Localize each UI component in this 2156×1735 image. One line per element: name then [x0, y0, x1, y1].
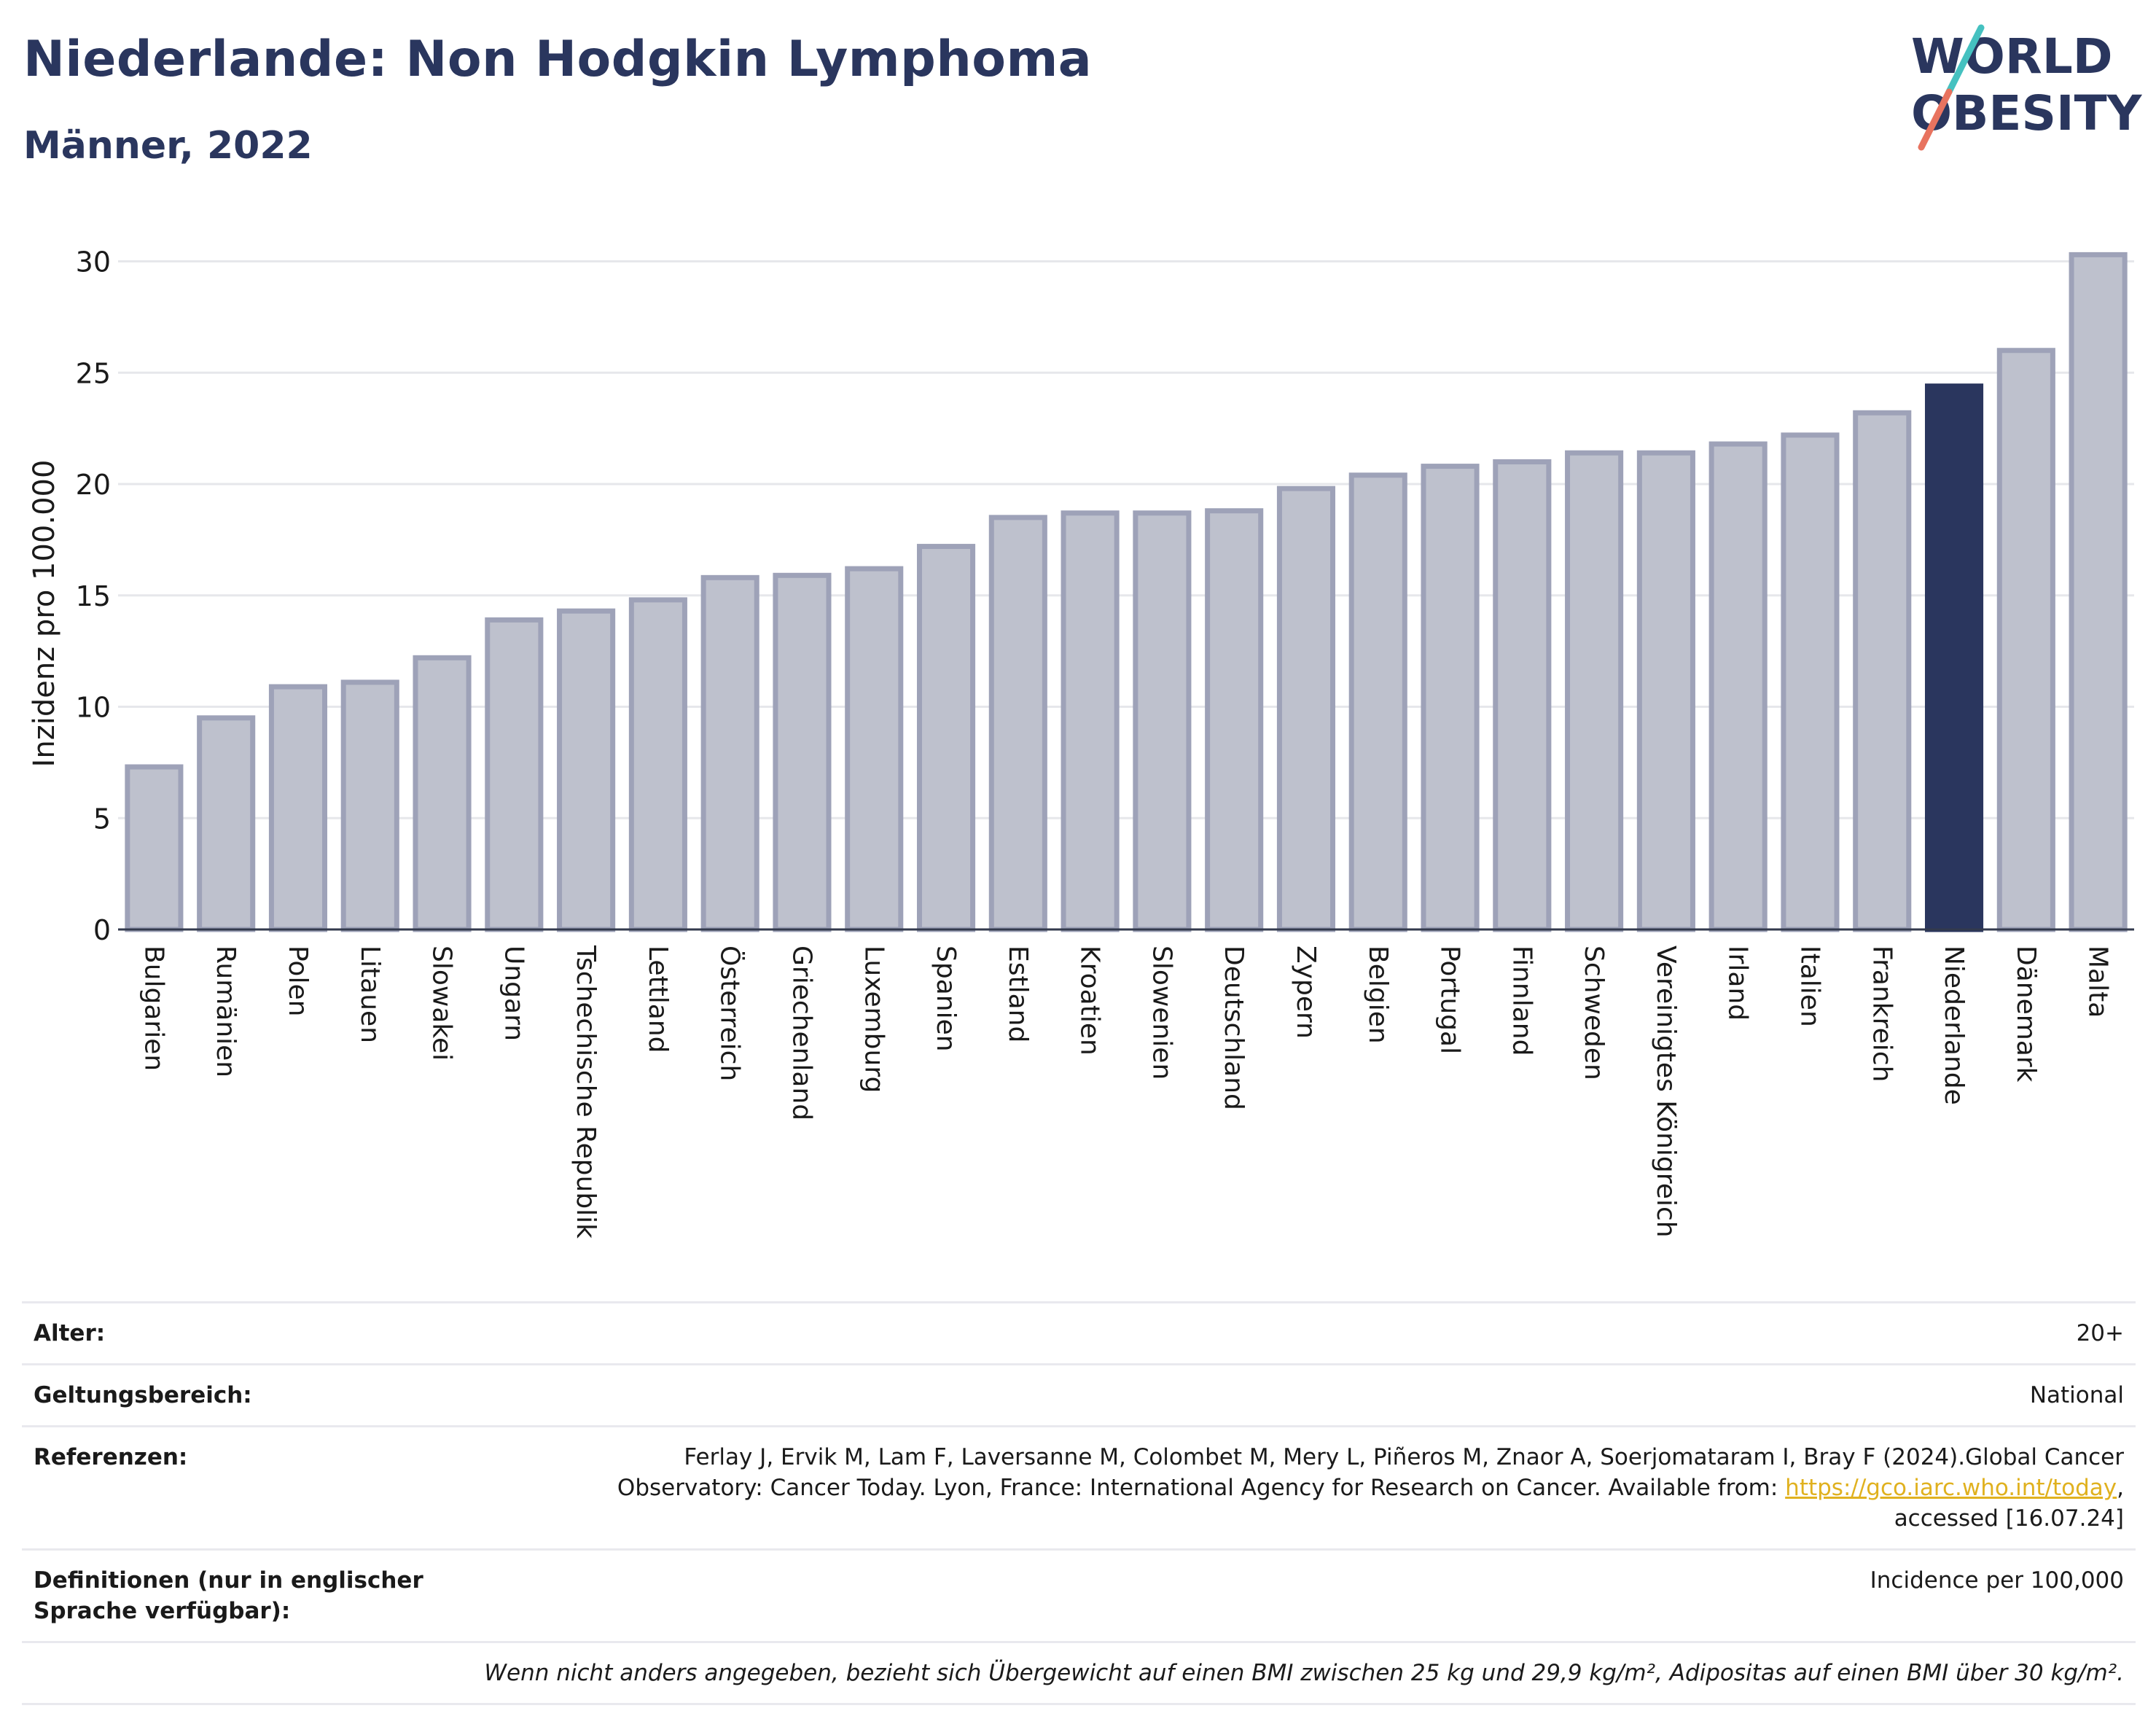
x-tick-label: Kroatien [1075, 946, 1105, 1056]
world-obesity-logo: WORLD OBESITY [1911, 24, 2143, 151]
y-tick-label: 5 [93, 803, 111, 835]
bar-rumänien [197, 715, 256, 932]
y-tick-label: 0 [93, 914, 111, 946]
x-tick-label: Dänemark [2011, 946, 2041, 1083]
references-link[interactable]: https://gco.iarc.who.int/today [1785, 1475, 2117, 1501]
y-tick-label: 15 [76, 580, 111, 612]
bmi-note: Wenn nicht anders angegeben, bezieht sic… [22, 1641, 2136, 1705]
bar-lettland [628, 597, 687, 932]
metadata-table: Alter: 20+ Geltungsbereich: National Ref… [22, 1301, 2136, 1705]
bar-portugal [1421, 464, 1480, 932]
x-tick-label: Portugal [1435, 946, 1465, 1054]
bar-polen [268, 684, 328, 932]
page-subtitle: Männer, 2022 [23, 124, 313, 168]
page-title: Niederlande: Non Hodgkin Lymphoma [23, 31, 1093, 88]
bar-litauen [340, 679, 399, 932]
bar-estland [988, 515, 1047, 932]
references-text: Ferlay J, Ervik M, Lam F, Laversanne M, … [617, 1444, 2124, 1501]
references-value: Ferlay J, Ervik M, Lam F, Laversanne M, … [526, 1425, 2136, 1550]
x-tick-label: Slowakei [427, 946, 457, 1061]
x-tick-label: Niederlande [1939, 946, 1969, 1105]
x-tick-label: Irland [1723, 946, 1753, 1021]
x-tick-label: Griechenland [786, 946, 816, 1120]
bar-spanien [916, 544, 976, 932]
svg-text:WORLD: WORLD [1911, 28, 2113, 85]
y-tick-label: 25 [76, 357, 111, 389]
x-tick-label: Bulgarien [138, 946, 168, 1071]
y-tick-label: 30 [76, 246, 111, 278]
x-tick-label: Italien [1794, 946, 1824, 1027]
definitions-value: Incidence per 100,000 [526, 1548, 2136, 1642]
bar-italien [1781, 432, 1840, 932]
x-tick-label: Rumänien [211, 946, 241, 1077]
x-tick-label: Tschechische Republik [571, 945, 601, 1239]
bar-chart: 0 5 10 15 20 25 30 Bulgarien Rumänien Polen Litau… [28, 246, 2134, 1239]
scope-label: Geltungsbereich: [22, 1363, 526, 1427]
meta-row-scope: Geltungsbereich: National [22, 1363, 2136, 1427]
references-accessed: , accessed [16.07.24] [1894, 1475, 2124, 1532]
meta-row-age: Alter: 20+ [22, 1301, 2136, 1365]
x-tick-label: Slowenien [1147, 946, 1176, 1080]
bar-frankreich [1853, 410, 1912, 932]
x-tick-label: Lettland [643, 946, 673, 1053]
x-tick-label: Vereinigtes Königreich [1651, 946, 1681, 1238]
bar-kroatien [1061, 510, 1120, 932]
bar-belgien [1348, 472, 1407, 932]
x-tick-label: Malta [2083, 946, 2113, 1018]
bar-irland [1708, 441, 1768, 932]
bar-luxemburg [845, 566, 904, 932]
x-tick-label: Deutschland [1219, 946, 1249, 1110]
y-axis-ticks: 0 5 10 15 20 25 30 [76, 246, 111, 946]
bar-niederlande [1924, 383, 1984, 932]
x-tick-label: Ungarn [499, 946, 528, 1041]
bar-finnland [1493, 459, 1552, 932]
x-tick-label: Belgien [1363, 946, 1393, 1044]
scope-value: National [526, 1363, 2136, 1427]
bar-malta [2069, 252, 2128, 932]
age-label: Alter: [22, 1301, 526, 1365]
bar-ungarn [485, 617, 544, 932]
y-tick-label: 10 [76, 692, 111, 724]
x-axis-labels: Bulgarien Rumänien Polen Litauen Slowakei Ung… [138, 945, 2112, 1239]
x-tick-label: Schweden [1579, 946, 1609, 1080]
bar-slowakei [413, 655, 472, 932]
age-value: 20+ [526, 1301, 2136, 1365]
x-tick-label: Polen [283, 946, 313, 1016]
x-tick-label: Frankreich [1867, 946, 1897, 1082]
bar-zypern [1276, 486, 1336, 932]
x-tick-label: Estland [1003, 946, 1033, 1042]
bar-tschechische-republik [557, 608, 616, 932]
bar-bulgarien [125, 764, 184, 932]
x-tick-label: Spanien [931, 946, 961, 1052]
bar-schweden [1565, 450, 1624, 932]
x-tick-label: Finnland [1507, 946, 1536, 1056]
bar-griechenland [773, 572, 832, 932]
bar-slowenien [1133, 510, 1192, 932]
bar-dänemark [1996, 348, 2055, 932]
y-axis-title: Inzidenz pro 100.000 [28, 460, 61, 768]
bar-österreich [700, 574, 759, 932]
chart-bars [125, 252, 2128, 932]
x-tick-label: Österreich [715, 946, 746, 1081]
meta-row-note: Wenn nicht anders angegeben, bezieht sic… [22, 1641, 2136, 1705]
bar-vereinigtes-königreich [1636, 450, 1695, 932]
bar-deutschland [1205, 508, 1264, 932]
y-tick-label: 20 [76, 469, 111, 501]
references-label: Referenzen: [22, 1425, 526, 1550]
x-tick-label: Litauen [355, 946, 385, 1043]
x-tick-label: Luxemburg [859, 946, 888, 1093]
meta-row-references: Referenzen: Ferlay J, Ervik M, Lam F, La… [22, 1425, 2136, 1550]
x-tick-label: Zypern [1291, 946, 1321, 1039]
definitions-label: Definitionen (nur in englischer Sprache … [22, 1548, 526, 1642]
meta-row-definitions: Definitionen (nur in englischer Sprache … [22, 1548, 2136, 1642]
